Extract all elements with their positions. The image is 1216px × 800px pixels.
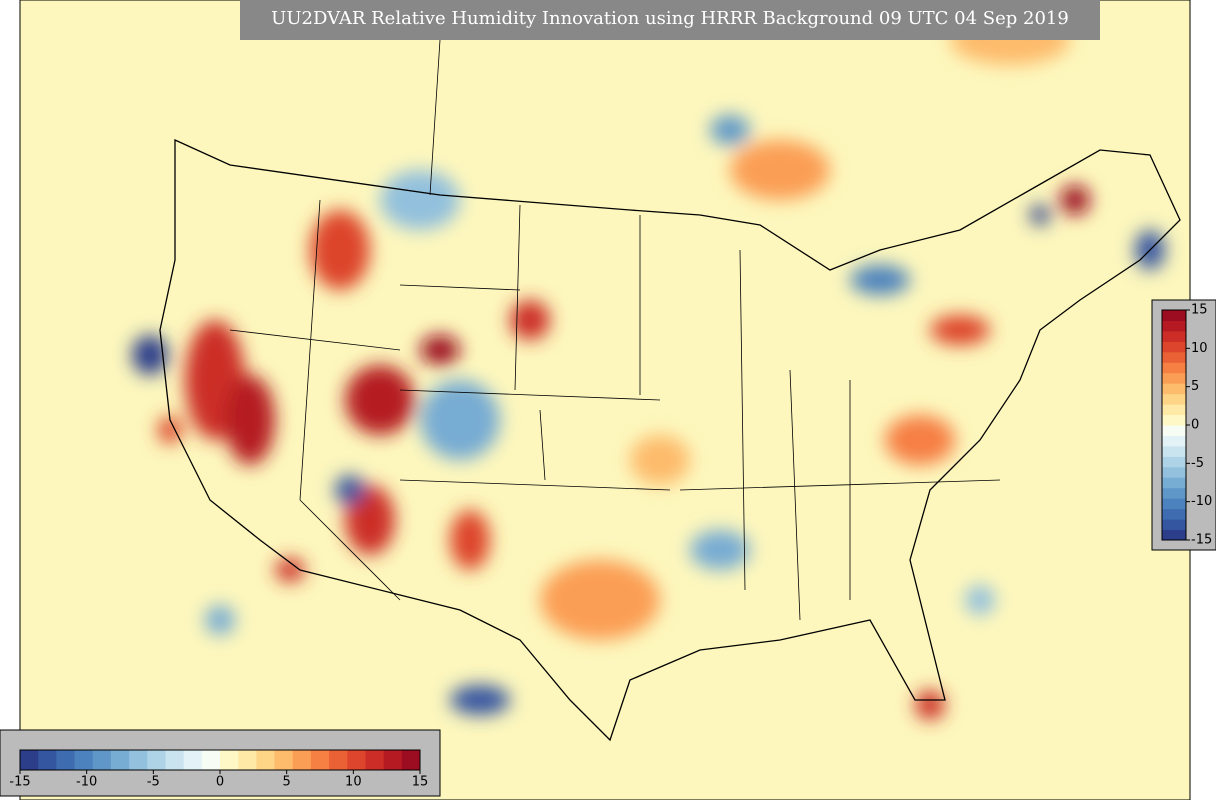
- colorbar-band: [1162, 404, 1186, 416]
- colorbar-band: [1162, 466, 1186, 478]
- colorbar-band: [1162, 529, 1186, 541]
- tick-label: -5: [1191, 456, 1204, 471]
- colorbar-band: [74, 750, 94, 770]
- colorbar-band: [129, 750, 148, 770]
- colorbar-band: [1162, 393, 1186, 405]
- colorbar-band: [110, 750, 130, 770]
- tick-label: -15: [9, 775, 30, 790]
- tick-label: -10: [76, 775, 97, 790]
- colorbar-band: [1162, 351, 1186, 363]
- colorbar-band: [20, 750, 39, 770]
- colorbar-band: [347, 750, 366, 770]
- colorbar-band: [401, 750, 421, 770]
- tick-label: 15: [412, 775, 429, 790]
- colorbar-band: [1162, 341, 1186, 353]
- colorbar-band: [1162, 425, 1186, 436]
- colorbar-band: [1162, 320, 1186, 332]
- colorbar-band: [256, 750, 276, 770]
- colorbar-band: [220, 750, 239, 770]
- colorbar-band: [292, 750, 312, 770]
- colorbar-band: [1162, 414, 1186, 426]
- colorbar-band: [310, 750, 330, 770]
- tick-label: 15: [1191, 303, 1208, 318]
- colorbar-band: [147, 750, 166, 770]
- colorbar-band: [1162, 456, 1186, 468]
- colorbar-band: [201, 750, 221, 770]
- colorbar-band: [329, 750, 348, 770]
- colorbar-band: [1162, 362, 1186, 374]
- colorbar-band: [38, 750, 57, 770]
- state-borders: [229, 39, 1001, 621]
- tick-label: 5: [283, 775, 291, 790]
- title-box: [240, 0, 1100, 40]
- colorbar-band: [1162, 508, 1186, 520]
- country-outline: [159, 138, 1181, 742]
- colorbar-band: [1162, 477, 1186, 489]
- horizontal-colorbar: -15 -10 -5 0 5 10 15: [9, 749, 429, 790]
- colorbar-band: [238, 750, 257, 770]
- colorbar-band: [1162, 310, 1186, 321]
- tick-label: 5: [1191, 379, 1199, 394]
- colorbar-band: [274, 750, 294, 770]
- vertical-colorbar: -15 -10 -5 0 5 10 15: [1161, 303, 1212, 548]
- colorbar-band: [56, 750, 76, 770]
- colorbar-band: [183, 750, 203, 770]
- colorbar-band: [165, 750, 185, 770]
- tick-label: 10: [1191, 341, 1208, 356]
- title: UU2DVAR Relative Humidity Innovation usi…: [271, 8, 1069, 29]
- colorbar-band: [1162, 330, 1186, 342]
- tick-label: 0: [216, 775, 224, 790]
- tick-label: -15: [1191, 533, 1212, 548]
- colorbar-band: [92, 750, 112, 770]
- colorbar-band: [1162, 383, 1186, 395]
- tick-label: -10: [1191, 494, 1212, 509]
- colorbar-band: [365, 750, 385, 770]
- colorbar-band: [1162, 372, 1186, 384]
- tick-label: 0: [1191, 418, 1199, 433]
- colorbar-band: [1162, 435, 1186, 447]
- colorbar-band: [1162, 519, 1186, 531]
- colorbar-band: [1162, 487, 1186, 499]
- tick-label: -5: [147, 775, 160, 790]
- colorbar-band: [383, 750, 403, 770]
- colorbar-band: [1162, 498, 1186, 510]
- tick-label: 10: [345, 775, 362, 790]
- colorbar-band: [1162, 445, 1186, 457]
